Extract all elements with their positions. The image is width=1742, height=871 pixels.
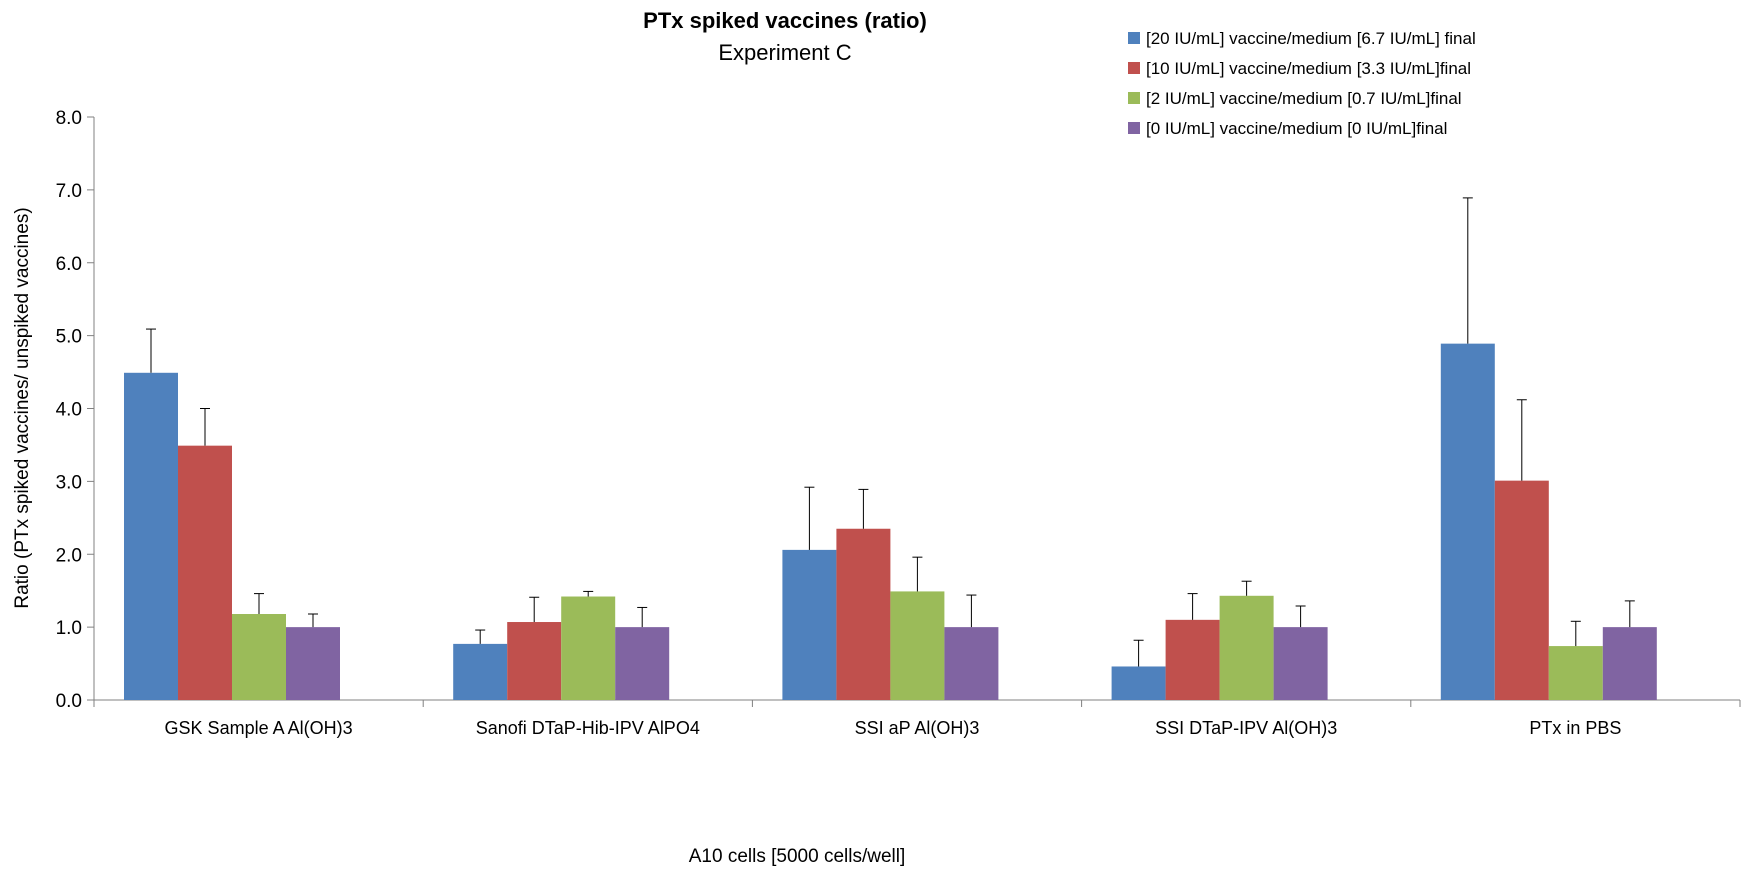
bar <box>1440 343 1495 700</box>
y-tick-label: 8.0 <box>56 108 82 129</box>
bar <box>836 528 891 700</box>
x-axis-label: A10 cells [5000 cells/well] <box>689 846 906 867</box>
bar <box>124 372 178 700</box>
x-tick-label: SSI DTaP-IPV Al(OH)3 <box>1155 718 1337 738</box>
y-tick-label: 6.0 <box>56 254 82 275</box>
legend-entry: [2 IU/mL] vaccine/medium [0.7 IU/mL]fina… <box>1146 89 1462 108</box>
x-tick-label: GSK Sample A Al(OH)3 <box>165 718 353 738</box>
y-tick-label: 5.0 <box>56 327 82 348</box>
bar <box>286 627 340 700</box>
bar <box>561 596 616 700</box>
bar <box>944 627 999 700</box>
bar <box>1494 480 1549 700</box>
bar <box>232 614 286 700</box>
y-axis-label: Ratio (PTx spiked vaccines/ unspiked vac… <box>12 207 33 608</box>
plot-area: 0.0 1.0 2.0 3.0 4.0 5.0 6.0 7.0 8.0 GSK Sample A … <box>56 108 1741 738</box>
bar <box>1165 619 1220 700</box>
bar <box>1273 627 1328 700</box>
bar <box>615 627 670 700</box>
bar <box>453 643 508 700</box>
legend-entry: [10 IU/mL] vaccine/medium [3.3 IU/mL]fin… <box>1146 59 1471 78</box>
legend-entry: [0 IU/mL] vaccine/medium [0 IU/mL]final <box>1146 119 1447 138</box>
y-tick-label: 0.0 <box>56 691 82 712</box>
bar <box>782 549 837 700</box>
bar <box>507 622 562 700</box>
bar <box>1602 627 1657 700</box>
y-tick-label: 2.0 <box>56 545 82 566</box>
legend-entry: [20 IU/mL] vaccine/medium [6.7 IU/mL] fi… <box>1146 29 1476 48</box>
legend-swatch <box>1128 32 1140 44</box>
bar <box>178 445 232 700</box>
x-tick-label: Sanofi DTaP-Hib-IPV AlPO4 <box>476 718 700 738</box>
bar <box>1219 595 1274 700</box>
legend-swatch <box>1128 122 1140 134</box>
y-tick-label: 1.0 <box>56 618 82 639</box>
x-tick-label: PTx in PBS <box>1529 718 1621 738</box>
bar <box>1548 646 1603 700</box>
y-tick-label: 7.0 <box>56 181 82 202</box>
x-tick-label: SSI aP Al(OH)3 <box>855 718 980 738</box>
legend: [20 IU/mL] vaccine/medium [6.7 IU/mL] fi… <box>1128 29 1476 138</box>
legend-swatch <box>1128 62 1140 74</box>
chart-title: PTx spiked vaccines (ratio) <box>643 8 927 33</box>
legend-swatch <box>1128 92 1140 104</box>
y-tick-label: 4.0 <box>56 400 82 421</box>
bar <box>1111 666 1166 700</box>
y-tick-label: 3.0 <box>56 472 82 493</box>
chart-subtitle: Experiment C <box>718 40 851 65</box>
bar <box>890 591 945 700</box>
